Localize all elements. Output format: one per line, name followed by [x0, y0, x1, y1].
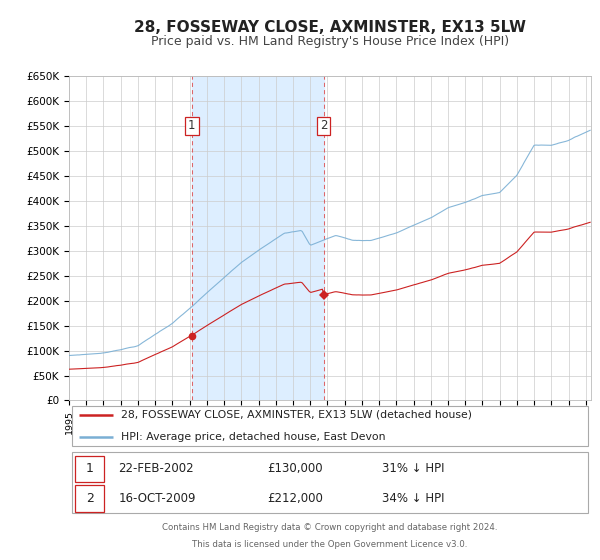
Text: 28, FOSSEWAY CLOSE, AXMINSTER, EX13 5LW (detached house): 28, FOSSEWAY CLOSE, AXMINSTER, EX13 5LW …: [121, 410, 472, 420]
Text: £212,000: £212,000: [268, 492, 323, 505]
Text: This data is licensed under the Open Government Licence v3.0.: This data is licensed under the Open Gov…: [193, 540, 467, 549]
Text: 1: 1: [188, 119, 196, 133]
Text: 2: 2: [86, 492, 94, 505]
Text: 16-OCT-2009: 16-OCT-2009: [119, 492, 196, 505]
Text: £130,000: £130,000: [268, 462, 323, 475]
FancyBboxPatch shape: [71, 452, 588, 513]
Text: 1: 1: [86, 462, 94, 475]
FancyBboxPatch shape: [75, 485, 104, 512]
Text: 31% ↓ HPI: 31% ↓ HPI: [382, 462, 445, 475]
FancyBboxPatch shape: [71, 406, 588, 446]
Text: HPI: Average price, detached house, East Devon: HPI: Average price, detached house, East…: [121, 432, 386, 442]
Text: 34% ↓ HPI: 34% ↓ HPI: [382, 492, 445, 505]
Text: 22-FEB-2002: 22-FEB-2002: [119, 462, 194, 475]
FancyBboxPatch shape: [75, 455, 104, 482]
Bar: [192, 76, 324, 400]
Text: 2: 2: [320, 119, 328, 133]
Text: Price paid vs. HM Land Registry's House Price Index (HPI): Price paid vs. HM Land Registry's House …: [151, 35, 509, 48]
Text: 28, FOSSEWAY CLOSE, AXMINSTER, EX13 5LW: 28, FOSSEWAY CLOSE, AXMINSTER, EX13 5LW: [134, 20, 526, 35]
Text: Contains HM Land Registry data © Crown copyright and database right 2024.: Contains HM Land Registry data © Crown c…: [162, 522, 498, 532]
